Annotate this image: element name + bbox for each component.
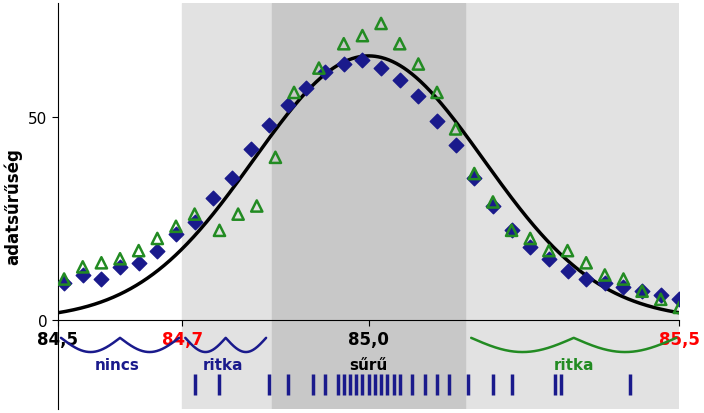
Bar (182, 4, 679, 409)
Point (77, 272, 89, 279)
Point (618, 276, 629, 282)
Point (487, 199, 498, 206)
Point (655, 296, 667, 303)
Point (189, 211, 200, 218)
Point (115, 256, 126, 262)
Point (133, 260, 144, 266)
Point (313, 66, 325, 72)
Point (618, 284, 629, 291)
Point (413, 62, 424, 68)
Point (96, 276, 107, 282)
Point (674, 296, 685, 303)
Point (270, 154, 281, 161)
Point (263, 122, 275, 129)
Point (77, 264, 89, 271)
Point (170, 223, 182, 230)
Point (524, 244, 536, 250)
Point (58, 280, 70, 287)
Point (674, 304, 685, 311)
Text: nincs: nincs (94, 357, 139, 372)
Point (581, 276, 592, 282)
Point (301, 86, 312, 93)
Point (413, 94, 424, 100)
Text: sűrű: sűrű (349, 357, 388, 372)
Point (96, 260, 107, 266)
Y-axis label: adatsűrűség: adatsűrűség (4, 148, 23, 265)
Point (469, 175, 480, 181)
Point (562, 268, 573, 275)
Point (562, 248, 573, 254)
Point (232, 211, 244, 218)
Point (58, 276, 70, 282)
Point (282, 102, 294, 109)
Point (636, 288, 648, 295)
Point (251, 203, 263, 210)
Point (655, 292, 667, 299)
Point (357, 33, 368, 40)
Point (599, 280, 610, 287)
Point (581, 260, 592, 266)
Point (487, 203, 498, 210)
Point (432, 118, 443, 125)
Point (543, 248, 555, 254)
Point (394, 41, 406, 48)
Point (338, 62, 349, 68)
Point (226, 175, 237, 181)
Point (357, 57, 368, 64)
Point (245, 147, 256, 153)
Point (214, 228, 225, 234)
Point (133, 248, 144, 254)
Point (506, 228, 517, 234)
Point (289, 90, 300, 97)
Point (450, 142, 461, 149)
Point (115, 264, 126, 271)
Point (524, 235, 536, 242)
Point (189, 219, 200, 226)
Bar (272, 4, 465, 409)
Point (506, 228, 517, 234)
Point (432, 90, 443, 97)
Point (375, 21, 386, 28)
Point (636, 288, 648, 295)
Point (375, 66, 386, 72)
Text: ritka: ritka (202, 357, 243, 372)
Point (208, 195, 219, 202)
Point (450, 126, 461, 133)
Point (394, 78, 406, 84)
Text: ritka: ritka (553, 357, 594, 372)
Point (599, 272, 610, 279)
Point (320, 70, 331, 76)
Point (151, 235, 163, 242)
Point (469, 171, 480, 178)
Point (338, 41, 349, 48)
Point (170, 232, 182, 238)
Point (543, 256, 555, 262)
Point (151, 248, 163, 254)
